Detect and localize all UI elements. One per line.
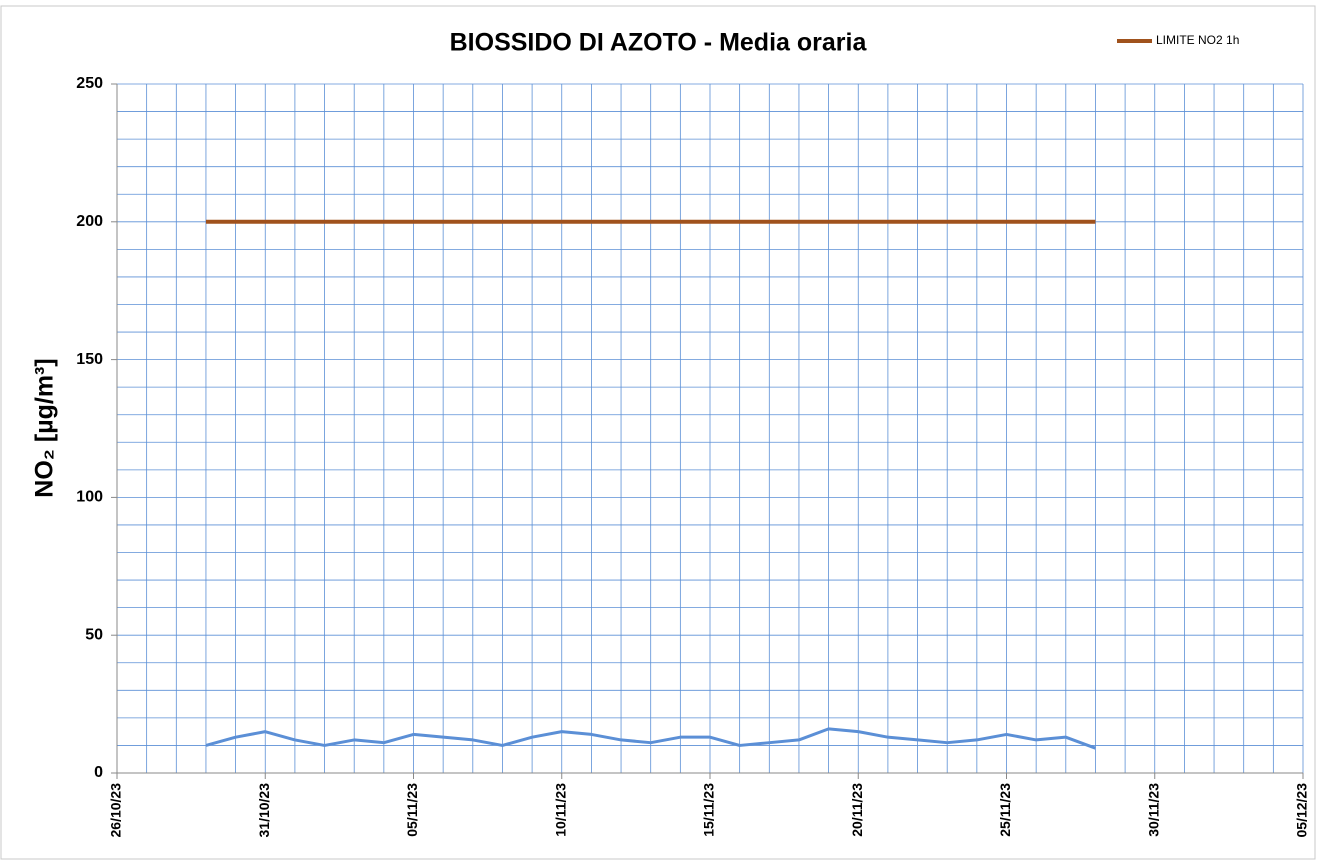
y-tick-label: 100 xyxy=(76,489,103,506)
x-tick-label: 30/11/23 xyxy=(1145,783,1161,837)
data-line xyxy=(205,727,1096,750)
x-tick-label: 05/12/23 xyxy=(1294,783,1310,838)
chart-border xyxy=(0,5,1316,860)
y-tick-label: 150 xyxy=(76,351,103,368)
y-axis-label: NO₂ [µg/m³] xyxy=(31,358,59,497)
legend-label: LIMITE NO2 1h xyxy=(1156,33,1239,47)
x-tick-label: 25/11/23 xyxy=(997,783,1013,837)
y-tick-label: 250 xyxy=(76,75,103,92)
y-tick-label: 0 xyxy=(94,764,103,781)
chart-title: BIOSSIDO DI AZOTO - Media oraria xyxy=(450,29,868,57)
x-tick-label: 31/10/23 xyxy=(256,783,272,838)
x-tick-label: 05/11/23 xyxy=(404,783,420,837)
y-tick-label: 50 xyxy=(85,626,103,643)
x-tick-label: 20/11/23 xyxy=(849,783,865,837)
y-tick-label: 200 xyxy=(76,213,103,230)
x-tick-label: 26/10/23 xyxy=(108,783,124,838)
x-tick-label: 15/11/23 xyxy=(701,783,717,837)
x-tick-label: 10/11/23 xyxy=(552,783,568,837)
